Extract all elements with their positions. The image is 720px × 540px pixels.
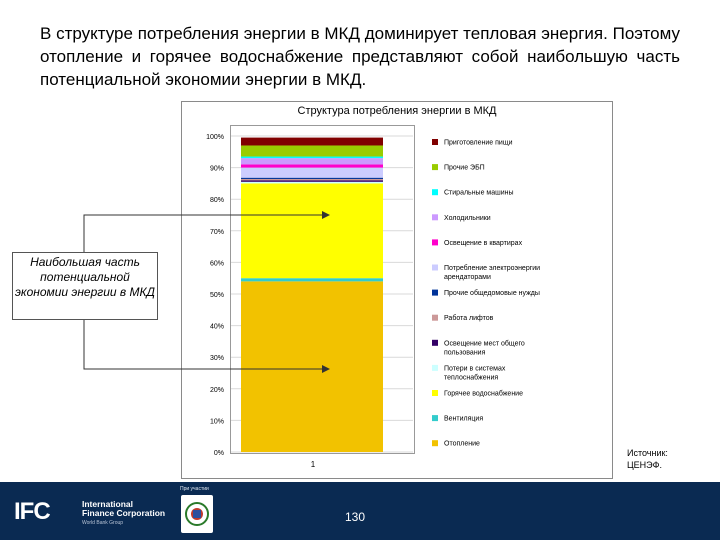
- bar-segment: [241, 158, 383, 165]
- legend-label: Прочие ЭБП: [444, 165, 485, 172]
- callout-arrowhead-upper: [322, 211, 330, 219]
- bar-segment: [241, 281, 383, 452]
- legend-label: Потери в системах теплоснабжения: [444, 365, 506, 381]
- y-tick-label: 60%: [210, 260, 224, 267]
- ifc-org-sub: World Bank Group: [82, 520, 124, 526]
- chart-title: Структура потребления энергии в МКД: [297, 105, 497, 117]
- partner-emblem-icon: [185, 502, 209, 526]
- legend-swatch: [432, 139, 438, 145]
- legend-swatch: [432, 339, 438, 346]
- legend-swatch: [432, 214, 438, 221]
- bar-segment: [241, 137, 383, 146]
- legend-swatch: [432, 164, 438, 171]
- ifc-org-name-line2: Finance Corporation: [82, 508, 166, 518]
- arrow-layer: [83, 211, 330, 373]
- partner-label: При участии: [180, 486, 209, 492]
- y-tick-label: 70%: [210, 229, 224, 236]
- y-tick-label: 90%: [210, 166, 224, 173]
- y-tick-label: 0%: [214, 450, 224, 457]
- legend-label: Работа лифтов: [444, 314, 494, 322]
- partner-logo: [181, 495, 213, 533]
- y-tick-label: 80%: [210, 197, 224, 204]
- legend-label: Прочие общедомовые нужды: [444, 289, 540, 297]
- savings-callout: Наибольшая часть потенциальной экономии …: [12, 252, 158, 320]
- bar-segment: [241, 164, 383, 168]
- bar-segment: [241, 180, 383, 182]
- source-label: Источник:: [627, 448, 668, 458]
- page-heading: В структуре потребления энергии в МКД до…: [40, 24, 680, 89]
- footer-bar: IFC International Finance Corporation Wo…: [0, 482, 720, 540]
- legend-label: Освещение мест общего пользования: [444, 339, 525, 356]
- y-tick-label: 40%: [210, 324, 224, 331]
- y-tick-label: 30%: [210, 355, 224, 362]
- legend-swatch: [432, 189, 438, 196]
- legend-swatch: [432, 239, 438, 246]
- ifc-org-name: International Finance Corporation: [82, 500, 165, 518]
- legend-label: Освещение в квартирах: [444, 240, 523, 247]
- legend-label: Приготовление пищи: [444, 140, 513, 147]
- y-tick-label: 100%: [206, 134, 224, 141]
- legend-swatch: [432, 264, 438, 271]
- bar-segment: [241, 145, 383, 157]
- bar-segment: [241, 278, 383, 282]
- legend-label: Холодильники: [444, 215, 491, 222]
- source-name: ЦЕНЭФ.: [627, 460, 662, 470]
- ifc-logo: IFC: [14, 498, 51, 525]
- legend-swatch: [432, 314, 438, 321]
- legend-layer: Приготовление пищи Прочие ЭБП Стиральные м…: [432, 139, 540, 448]
- callout-arrow-upper: [83, 214, 322, 252]
- bar-segment: [241, 167, 383, 178]
- ticks-layer: 0% 10% 20% 30% 40% 50% 60% 70% 80% 90% 100% 1: [206, 134, 316, 469]
- callout-arrow-lower: [83, 320, 322, 370]
- bar-segment: [241, 177, 383, 179]
- bar-segment: [241, 181, 383, 184]
- callout-arrowhead-lower: [322, 365, 330, 373]
- legend-label: Отопление: [444, 441, 480, 448]
- y-tick-label: 10%: [210, 418, 224, 425]
- bar-segment: [241, 183, 383, 279]
- ifc-org-name-line1: International: [82, 499, 134, 509]
- legend-swatch: [432, 415, 438, 422]
- legend-swatch: [432, 289, 438, 296]
- source-note: Источник: ЦЕНЭФ.: [627, 447, 668, 471]
- legend-swatch: [432, 390, 438, 396]
- bar-segment: [241, 156, 383, 159]
- y-tick-label: 50%: [210, 292, 224, 299]
- legend-label: Горячее водоснабжение: [444, 390, 523, 398]
- legend-swatch: [432, 440, 438, 447]
- legend-label: Стиральные машины: [444, 190, 514, 197]
- legend-label: Потребление электроэнергии арендаторами: [444, 264, 540, 281]
- x-tick-label: 1: [311, 460, 316, 469]
- legend-label: Вентиляция: [444, 416, 483, 423]
- legend-swatch: [432, 364, 438, 371]
- bar-segment: [241, 178, 383, 181]
- y-tick-label: 20%: [210, 387, 224, 394]
- bars-layer: [241, 137, 383, 452]
- page-number: 130: [345, 510, 366, 524]
